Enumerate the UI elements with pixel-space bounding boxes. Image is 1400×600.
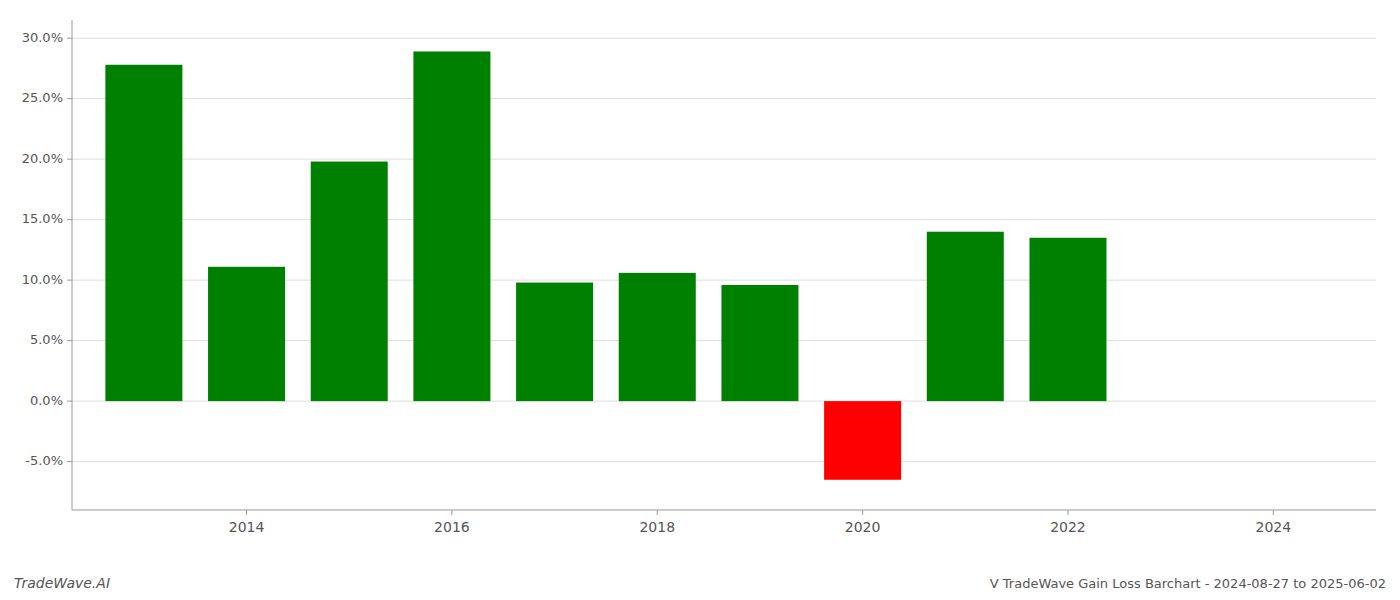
bar [619,273,696,401]
x-tick [862,510,863,515]
bar [927,232,1004,401]
y-tick-label: 20.0% [22,151,63,166]
y-tick-labels: -5.0% 0.0% 5.0% 10.0% 15.0% 20.0% 25.0% 30.0% [22,30,72,468]
bar [413,51,490,401]
y-tick [67,280,72,281]
x-tick [657,510,658,515]
bar [311,162,388,402]
y-tick-label: 0.0% [30,393,63,408]
bars [105,51,1106,479]
y-tick-label: 5.0% [30,332,63,347]
x-tick-label: 2018 [639,519,675,535]
bar [208,267,285,401]
y-tick [67,219,72,220]
x-tick-labels: 2014 2016 2018 2020 2022 2024 [229,510,1291,535]
x-tick [246,510,247,515]
watermark: TradeWave.AI [14,575,110,591]
y-tick [67,98,72,99]
bar [1029,238,1106,401]
bar [721,285,798,401]
y-tick [67,38,72,39]
chart: -5.0% 0.0% 5.0% 10.0% 15.0% 20.0% 25.0% 30.0% 20… [0,0,1400,600]
y-tick-label: 25.0% [22,90,63,105]
y-tick [67,461,72,462]
y-tick [67,401,72,402]
x-tick-label: 2024 [1256,519,1292,535]
x-tick [1273,510,1274,515]
grid-line [72,159,1376,160]
y-tick-label: 15.0% [22,211,63,226]
grid-line [72,98,1376,99]
bar [824,401,901,480]
y-tick [67,159,72,160]
x-tick [1067,510,1068,515]
x-tick-label: 2022 [1050,519,1086,535]
x-tick-label: 2016 [434,519,470,535]
grid [72,38,1376,461]
x-tick [451,510,452,515]
title: V TradeWave Gain Loss Barchart - 2024-08… [990,576,1386,591]
y-tick [67,340,72,341]
y-tick-label: 30.0% [22,30,63,45]
x-tick-label: 2020 [845,519,881,535]
x-axis-line [72,510,1376,511]
bar [105,65,182,401]
bar [516,283,593,402]
y-tick-label: -5.0% [25,453,63,468]
y-axis-line [72,20,73,510]
grid-line [72,219,1376,220]
grid-line [72,461,1376,462]
y-tick-label: 10.0% [22,272,63,287]
x-tick-label: 2014 [229,519,265,535]
grid-line [72,38,1376,39]
